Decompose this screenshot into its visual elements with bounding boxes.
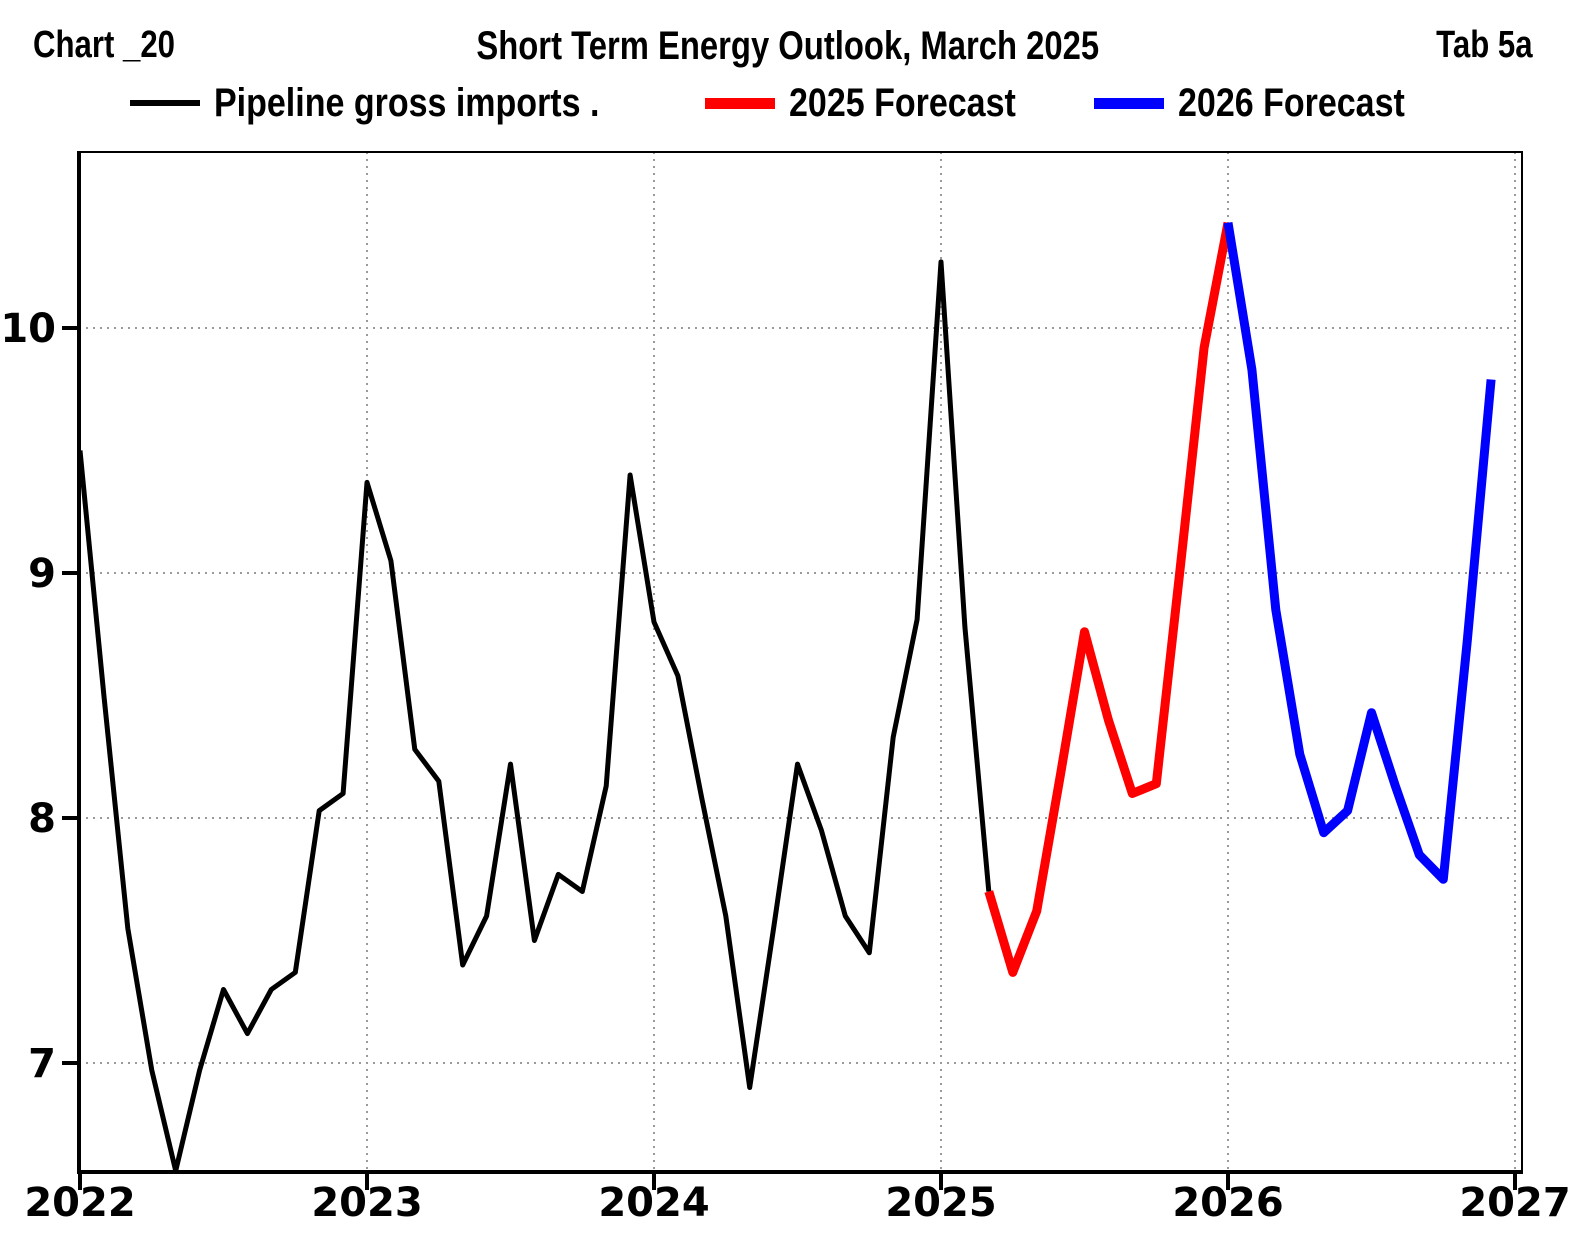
series-2026-forecast xyxy=(1223,221,1496,884)
axis-ticks-and-labels: 7 8 9 10 2022 2023 2024 2025 2026 2027 xyxy=(0,306,1570,1226)
legend-item-2025-forecast: 2025 Forecast xyxy=(705,81,1056,126)
y-tick-label: 7 xyxy=(28,1041,56,1087)
legend: Pipeline gross imports . 2025 Forecast 2… xyxy=(0,76,1575,130)
x-tick-label: 2022 xyxy=(24,1180,135,1226)
plot-frame xyxy=(77,151,1523,1174)
y-tick-label: 8 xyxy=(28,796,56,842)
legend-item-pipeline: Pipeline gross imports . xyxy=(129,80,667,126)
chart-id-label: Chart _20 xyxy=(33,24,176,66)
y-tick-label: 9 xyxy=(28,551,56,597)
x-tick-label: 2023 xyxy=(311,1180,422,1226)
forecast-2026-line-swatch xyxy=(1094,97,1165,109)
tab-label: Tab 5a xyxy=(1436,24,1533,66)
x-tick-label: 2026 xyxy=(1172,1180,1283,1226)
x-tick-label: 2024 xyxy=(598,1180,709,1226)
pipeline-line-swatch xyxy=(129,100,200,106)
series-pipeline-gross-imports xyxy=(77,259,992,1174)
gridlines xyxy=(79,152,1522,1172)
x-tick-label: 2027 xyxy=(1459,1180,1570,1226)
chart-title: Short Term Energy Outlook, March 2025 xyxy=(476,24,1099,68)
chart-header: Chart _20 Short Term Energy Outlook, Mar… xyxy=(0,24,1575,68)
forecast-2026-legend-label: 2026 Forecast xyxy=(1178,80,1406,125)
x-tick-label: 2025 xyxy=(885,1180,996,1226)
legend-item-2026-forecast: 2026 Forecast xyxy=(1094,81,1445,126)
forecast-2025-legend-label: 2025 Forecast xyxy=(789,80,1017,125)
pipeline-legend-label: Pipeline gross imports . xyxy=(213,80,600,125)
series-2025-forecast xyxy=(984,221,1233,977)
forecast-2025-line-swatch xyxy=(705,97,776,109)
y-tick-label: 10 xyxy=(0,306,56,352)
